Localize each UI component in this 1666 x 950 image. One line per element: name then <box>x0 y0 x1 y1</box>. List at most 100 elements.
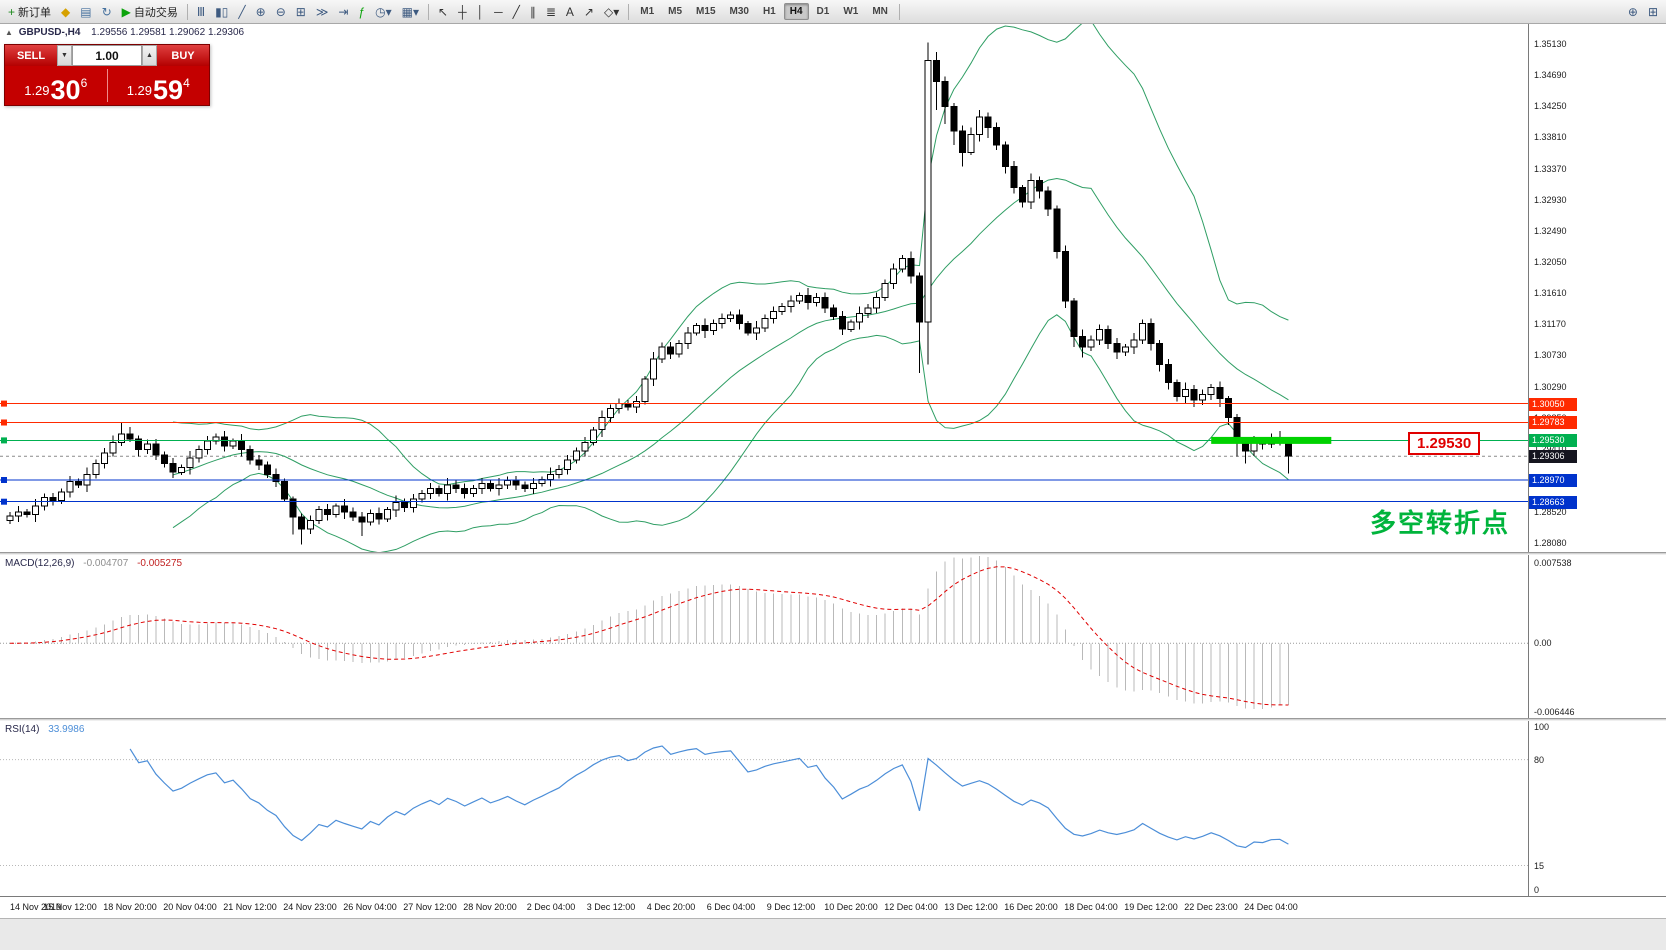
main-toolbar: + 新订单 ◆ ▤ ↻ ▶ 自动交易 Ⅲ ▮▯ ╱ ⊕ ⊖ ⊞ ≫ ⇥ ƒ ◷▾ ▦▾ ↖ ┼ │ ─ ╱ ∥ ≣ A ↗ ◇▾ M1 M… <box>0 0 1666 24</box>
zoom-in-button[interactable]: ⊕ <box>251 2 271 22</box>
line-price-label[interactable]: 1.28970 <box>1529 474 1577 487</box>
time-axis[interactable]: 14 Nov 2019 15 Nov 12:00 18 Nov 20:00 20 No… <box>0 896 1666 918</box>
crosshair-button[interactable]: ┼ <box>453 2 472 22</box>
timeframe-h1-button[interactable]: H1 <box>757 3 782 20</box>
chart-window-button[interactable]: ◆ <box>56 2 75 22</box>
indicators-icon: ƒ <box>358 4 366 19</box>
buy-button[interactable]: BUY <box>157 45 209 66</box>
bollinger-bands <box>172 24 1289 552</box>
sell-price-prefix: 1.29 <box>24 83 50 98</box>
profiles-button[interactable]: ▤ <box>75 2 96 22</box>
arrow-button[interactable]: ↗ <box>579 2 599 22</box>
pane-splitter-2[interactable] <box>0 718 1666 721</box>
price-callout-box[interactable]: 1.29530 <box>1408 432 1481 455</box>
templates-icon: ▦▾ <box>401 4 419 19</box>
autotrading-icon: ▶ <box>121 4 131 19</box>
volume-decrease-button[interactable]: ▼ <box>57 45 72 66</box>
timeframe-m15-button[interactable]: M15 <box>690 3 721 20</box>
macd-histogram <box>18 555 1289 709</box>
sell-button[interactable]: SELL <box>5 45 57 66</box>
main-plot[interactable] <box>0 24 1528 552</box>
autotrading-button[interactable]: ▶ 自动交易 <box>117 2 183 22</box>
price-axis[interactable]: 1.35130 1.34690 1.34250 1.33810 1.33370 1.329… <box>1528 24 1666 896</box>
chart-window-icon: ◆ <box>61 4 71 19</box>
annotation-text[interactable]: 多空转折点 <box>1370 508 1511 538</box>
macd-pane[interactable]: MACD(12,26,9) -0.004707 -0.005275 <box>0 555 1528 718</box>
trendline-button[interactable]: ╱ <box>508 2 525 22</box>
auto-scroll-button[interactable]: ≫ <box>311 2 334 22</box>
line-handle[interactable] <box>1 400 7 407</box>
price-scale-tick: 1.34250 <box>1534 101 1567 111</box>
trade-panel-divider <box>106 69 108 102</box>
volume-input[interactable] <box>72 45 142 66</box>
macd-plot[interactable] <box>0 555 1528 718</box>
new-order-button[interactable]: + 新订单 <box>3 2 56 22</box>
timeframe-m5-button[interactable]: M5 <box>662 3 688 20</box>
fibonacci-button[interactable]: ≣ <box>541 2 561 22</box>
zoom-out-button[interactable]: ⊖ <box>271 2 291 22</box>
line-price-label[interactable]: 1.28663 <box>1529 496 1577 509</box>
highlight-segment[interactable] <box>1211 436 1332 444</box>
chart-shift-button[interactable]: ⇥ <box>333 2 353 22</box>
timeframe-mn-button[interactable]: MN <box>866 3 894 20</box>
text-button[interactable]: A <box>561 2 579 22</box>
collapse-arrow-icon[interactable]: ▲ <box>5 28 13 37</box>
zoom-tool-button[interactable]: ⊕ <box>1623 2 1643 22</box>
price-scale-tick: 1.28080 <box>1534 538 1567 548</box>
line-handle[interactable] <box>1 477 7 483</box>
candlestick-icon: ▮▯ <box>215 4 229 19</box>
price-scale-tick: 1.33370 <box>1534 164 1567 174</box>
line-price-label[interactable]: 1.29530 <box>1529 434 1577 447</box>
buy-price-point: 4 <box>183 76 190 90</box>
rsi-pane[interactable]: RSI(14) 33.9986 <box>0 721 1528 896</box>
channel-icon: ∥ <box>529 4 536 19</box>
vertical-line-button[interactable]: │ <box>472 2 490 22</box>
timeframe-m30-button[interactable]: M30 <box>724 3 755 20</box>
toolbar-right-icons: ⊕ ⊞ <box>1623 2 1663 22</box>
timeframe-h4-button[interactable]: H4 <box>783 3 809 20</box>
refresh-icon: ↻ <box>101 4 112 19</box>
pane-splitter-1[interactable] <box>0 552 1666 555</box>
line-handle[interactable] <box>1 437 7 444</box>
templates-button[interactable]: ▦▾ <box>397 2 424 22</box>
tile-windows-button[interactable]: ⊞ <box>291 2 311 22</box>
horizontal-line-button[interactable]: ─ <box>489 2 508 22</box>
shapes-button[interactable]: ◇▾ <box>599 2 624 22</box>
toolbar-separator <box>898 3 900 20</box>
volume-increase-button[interactable]: ▲ <box>142 45 157 66</box>
line-handle[interactable] <box>1 498 7 505</box>
timeframe-w1-button[interactable]: W1 <box>837 3 864 20</box>
buy-price-button[interactable]: 1.29 59 4 <box>108 66 210 105</box>
one-click-trading-panel: SELL ▼ ▲ BUY 1.29 30 6 1.29 59 4 <box>4 44 210 106</box>
line-handle[interactable] <box>1 419 7 426</box>
refresh-button[interactable]: ↻ <box>97 2 117 22</box>
indicators-button[interactable]: ƒ <box>353 2 370 22</box>
bar-chart-button[interactable]: Ⅲ <box>192 2 210 22</box>
time-label: 27 Nov 12:00 <box>403 902 457 912</box>
chart-window: ▲ GBPUSD-,H4 1.29556 1.29581 1.29062 1.2… <box>0 24 1666 950</box>
tile-windows-icon: ⊞ <box>295 4 306 19</box>
line-price-label[interactable]: 1.30050 <box>1529 398 1577 411</box>
candlestick-button[interactable]: ▮▯ <box>210 2 233 22</box>
timeframe-m1-button[interactable]: M1 <box>634 3 660 20</box>
macd-scale-tick: 0.00 <box>1534 638 1552 648</box>
cursor-icon: ↖ <box>438 4 449 19</box>
zoom-in-icon: ⊕ <box>255 4 266 19</box>
time-label: 13 Dec 12:00 <box>944 902 998 912</box>
sell-price-button[interactable]: 1.29 30 6 <box>5 66 107 105</box>
line-chart-button[interactable]: ╱ <box>233 2 250 22</box>
main-chart-pane[interactable]: ▲ GBPUSD-,H4 1.29556 1.29581 1.29062 1.2… <box>0 24 1528 552</box>
layout-tool-button[interactable]: ⊞ <box>1643 2 1663 22</box>
timeframe-d1-button[interactable]: D1 <box>811 3 836 20</box>
line-price-label[interactable]: 1.29783 <box>1529 416 1577 429</box>
cursor-button[interactable]: ↖ <box>433 2 453 22</box>
text-icon: A <box>565 4 574 19</box>
time-label: 16 Dec 20:00 <box>1004 902 1058 912</box>
crosshair-icon: ┼ <box>458 4 467 19</box>
bid-price-label: 1.29306 <box>1529 450 1577 463</box>
rsi-name: RSI(14) <box>5 724 40 735</box>
periods-button[interactable]: ◷▾ <box>370 2 397 22</box>
rsi-plot[interactable] <box>0 721 1528 896</box>
channel-button[interactable]: ∥ <box>525 2 541 22</box>
toolbar-separator <box>186 3 188 20</box>
